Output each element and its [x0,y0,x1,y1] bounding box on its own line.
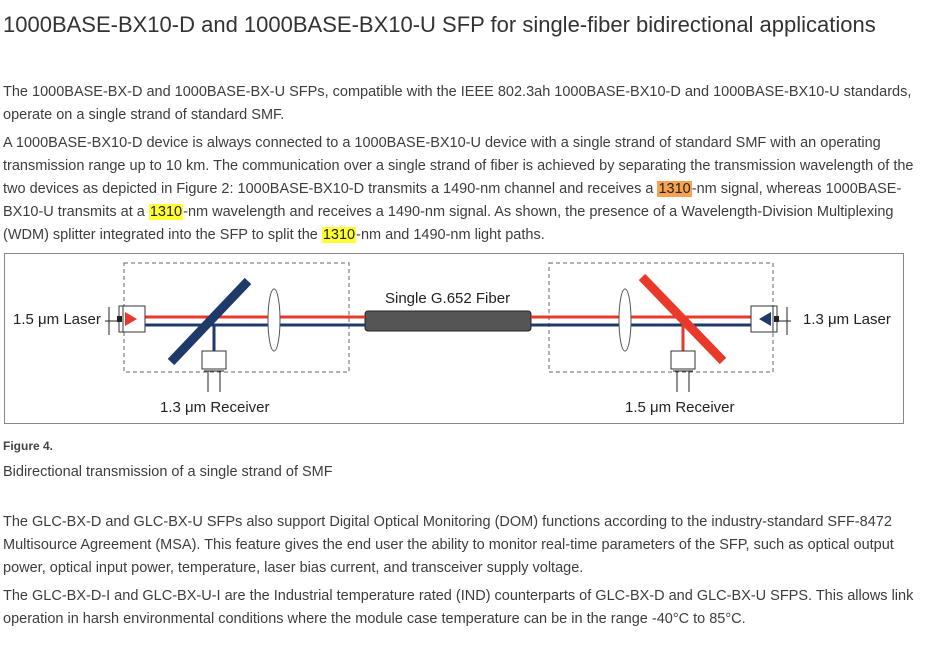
description-text-2: -nm signal, whereas 1000BASE-BX10-U tran… [3,181,902,220]
section-heading: 1000BASE-BX10-D and 1000BASE-BX10-U SFP … [3,12,876,37]
right-lens [618,288,632,352]
left-wdm-splitter [167,277,252,366]
fiber-cable [364,310,532,332]
left-receiver-device [201,350,227,392]
right-laser-label: 1.3 μm Laser [803,311,891,328]
left-laser-device [105,305,146,335]
left-sfp-outline [123,262,350,373]
left-laser-label: 1.5 μm Laser [13,311,101,328]
description-text-3: -nm wavelength and receives a 1490-nm si… [3,204,894,243]
fiber-label: Single G.652 Fiber [385,290,510,307]
description-paragraph: A 1000BASE-BX10-D device is always conne… [3,132,938,247]
figure-caption: Bidirectional transmission of a single s… [3,464,333,480]
bidi-diagram: Single G.652 Fiber [4,253,904,424]
description-text-1: A 1000BASE-BX10-D device is always conne… [3,135,914,197]
industrial-paragraph: The GLC-BX-D-I and GLC-BX-U-I are the In… [3,588,914,627]
right-receiver-label: 1.5 μm Receiver [625,399,735,416]
left-lens [267,288,281,352]
right-laser-device [750,305,791,335]
search-highlight: 1310 [321,227,357,243]
right-wdm-splitter [638,273,727,365]
search-highlight: 1310 [148,204,184,220]
search-highlight-current: 1310 [657,181,692,197]
description-text-4: -nm and 1490-nm light paths. [356,227,545,243]
left-receiver-label: 1.3 μm Receiver [160,399,270,416]
dom-paragraph: The GLC-BX-D and GLC-BX-U SFPs also supp… [3,514,894,576]
figure-label: Figure 4. [3,439,54,453]
right-receiver-device [670,350,696,392]
intro-paragraph: The 1000BASE-BX-D and 1000BASE-BX-U SFPs… [3,84,912,123]
